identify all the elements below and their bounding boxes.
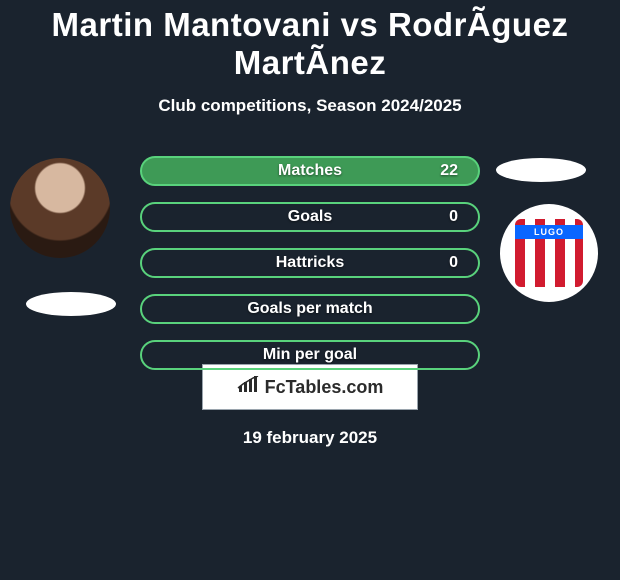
stat-pill-value: 22 xyxy=(440,162,458,180)
stat-pill: Matches 22 xyxy=(140,156,480,186)
club-badge-text: LUGO xyxy=(515,225,584,239)
stat-pill-label: Hattricks xyxy=(276,254,344,272)
stat-pill-value: 0 xyxy=(449,254,458,272)
stat-pill-column: Matches 22 Goals 0 Hattricks 0 Goals per match… xyxy=(140,156,480,370)
page-title: Martin Mantovani vs RodrÃ­guez MartÃ­nez xyxy=(0,0,620,82)
player-left-avatar xyxy=(10,158,110,258)
stat-pill-label: Min per goal xyxy=(263,346,357,364)
stat-pill: Goals per match xyxy=(140,294,480,324)
bar-chart-icon xyxy=(237,376,259,399)
stat-pill-label: Goals xyxy=(288,208,332,226)
subtitle: Club competitions, Season 2024/2025 xyxy=(0,96,620,116)
fctables-logo-text: FcTables.com xyxy=(265,377,384,398)
player-right-ellipse xyxy=(496,158,586,182)
stat-pill-label: Matches xyxy=(278,162,342,180)
comparison-date: 19 february 2025 xyxy=(0,428,620,448)
fctables-logo-card: FcTables.com xyxy=(202,364,418,410)
stat-pill-value: 0 xyxy=(449,208,458,226)
player-left-ellipse xyxy=(26,292,116,316)
stat-pill: Min per goal xyxy=(140,340,480,370)
stat-pill: Hattricks 0 xyxy=(140,248,480,278)
club-badge-right: LUGO xyxy=(500,204,598,302)
stat-pill: Goals 0 xyxy=(140,202,480,232)
stat-pill-label: Goals per match xyxy=(247,300,372,318)
